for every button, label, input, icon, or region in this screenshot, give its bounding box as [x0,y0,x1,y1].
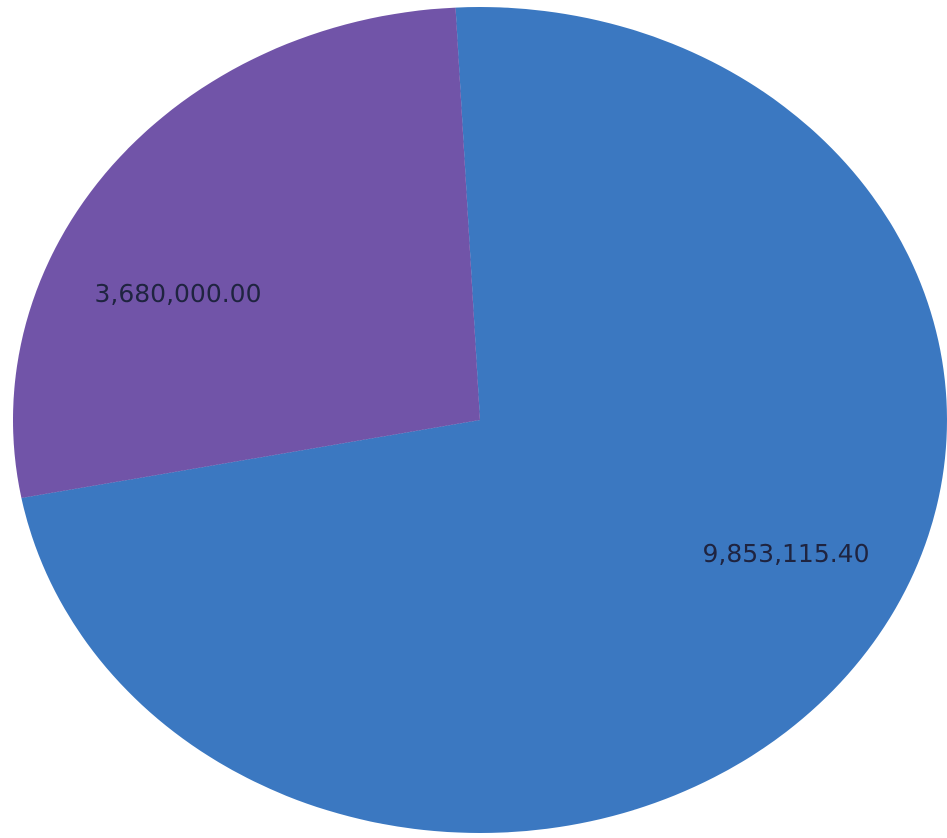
slice-label-purple: 3,680,000.00 [95,279,262,308]
pie-slice-0 [21,7,947,834]
pie-slices [12,7,947,834]
pie-slice-1 [12,7,481,499]
pie-labels: 9,853,115.40 3,680,000.00 [95,279,870,568]
slice-label-blue: 9,853,115.40 [703,539,870,568]
